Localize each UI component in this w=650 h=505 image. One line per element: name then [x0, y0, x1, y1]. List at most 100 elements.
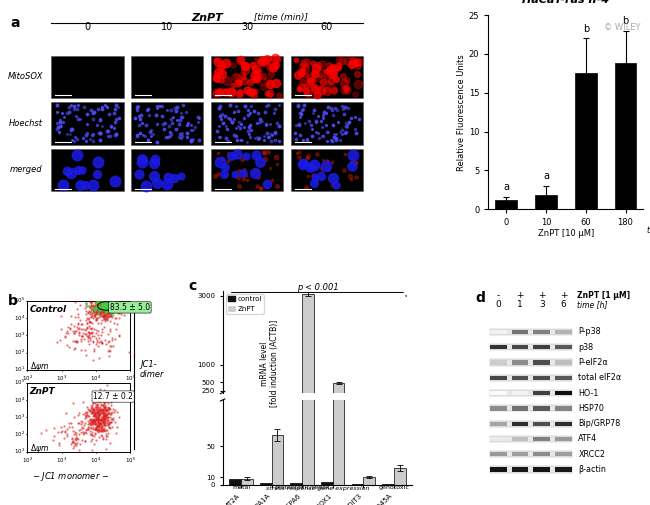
Point	[210, 172, 220, 180]
Point	[291, 57, 301, 65]
Point	[177, 101, 188, 109]
Point	[53, 123, 64, 131]
Point	[100, 300, 110, 309]
Point	[92, 305, 102, 313]
Point	[100, 302, 110, 310]
Point	[105, 305, 115, 313]
Point	[92, 302, 103, 310]
Point	[293, 102, 304, 110]
Point	[66, 125, 76, 133]
Point	[86, 424, 96, 432]
Point	[331, 134, 341, 142]
Point	[323, 128, 333, 136]
Point	[77, 321, 87, 329]
Bar	[272, 397, 283, 399]
Point	[76, 417, 86, 425]
Point	[76, 320, 86, 328]
Point	[109, 297, 119, 306]
Point	[88, 411, 99, 419]
Point	[104, 300, 114, 308]
Point	[100, 401, 110, 410]
Point	[93, 304, 103, 312]
Point	[92, 170, 103, 178]
Point	[95, 306, 105, 314]
Point	[320, 162, 331, 170]
Point	[98, 313, 108, 321]
Point	[93, 309, 103, 317]
Text: Control: Control	[29, 305, 67, 314]
Point	[298, 159, 308, 167]
Point	[162, 106, 172, 114]
Point	[107, 309, 117, 317]
Point	[255, 115, 266, 123]
Point	[316, 117, 326, 125]
Point	[57, 109, 67, 117]
Point	[84, 302, 94, 310]
Point	[96, 305, 106, 313]
Point	[106, 342, 116, 350]
Point	[172, 103, 182, 111]
Point	[111, 304, 121, 312]
Point	[72, 434, 82, 442]
Point	[85, 308, 96, 316]
Point	[108, 307, 118, 315]
Point	[101, 407, 112, 415]
Point	[80, 304, 90, 312]
Point	[220, 87, 231, 95]
Point	[233, 182, 244, 190]
Point	[339, 79, 350, 87]
Point	[215, 112, 226, 120]
Point	[237, 71, 248, 79]
Point	[97, 122, 107, 130]
Point	[94, 306, 105, 314]
Bar	[533, 361, 550, 365]
Point	[100, 421, 110, 429]
Point	[94, 426, 104, 434]
Point	[101, 411, 111, 419]
Point	[186, 136, 196, 144]
Point	[246, 102, 256, 110]
Text: 0: 0	[84, 22, 90, 31]
Point	[328, 86, 338, 94]
Point	[313, 129, 323, 137]
Point	[176, 114, 186, 122]
Point	[98, 411, 109, 419]
Bar	[555, 452, 572, 457]
Point	[92, 305, 102, 313]
Point	[103, 303, 113, 311]
Point	[271, 119, 281, 127]
Point	[59, 422, 70, 430]
Point	[92, 297, 103, 306]
Point	[301, 183, 311, 191]
Point	[98, 400, 108, 409]
Point	[96, 297, 106, 306]
Point	[81, 301, 92, 310]
Point	[333, 62, 344, 70]
Point	[344, 172, 355, 180]
Point	[70, 112, 81, 120]
Bar	[512, 452, 528, 457]
Point	[272, 55, 282, 63]
Point	[88, 307, 98, 315]
Point	[93, 407, 103, 415]
Point	[317, 132, 327, 140]
Text: b: b	[8, 293, 18, 308]
Point	[92, 307, 103, 315]
Point	[105, 418, 115, 426]
Point	[110, 306, 120, 314]
Point	[86, 419, 97, 427]
Bar	[575, 73, 597, 209]
Point	[97, 325, 107, 333]
Point	[233, 167, 244, 175]
Point	[294, 68, 305, 76]
Point	[270, 128, 280, 136]
Point	[328, 64, 339, 72]
Text: d: d	[475, 291, 485, 306]
Point	[90, 305, 101, 313]
Point	[92, 415, 102, 423]
Point	[298, 65, 308, 73]
Point	[99, 311, 110, 319]
Point	[313, 112, 323, 120]
Point	[88, 399, 98, 407]
Point	[111, 302, 121, 311]
